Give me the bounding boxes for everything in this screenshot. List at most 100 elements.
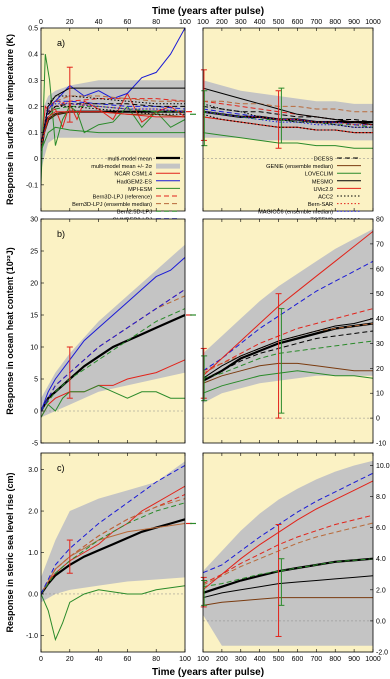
y-axis-title: Response in surface air temperature (K) [5,34,15,205]
series-line [41,87,185,146]
y-tick-label: 20 [376,366,384,373]
panel-3: 0 20 40 60 80 100 -1.0 0.0 1.0 2.0 3.0 100 200 300 400… [5,452,390,663]
y-tick-label: -2.0 [376,650,388,657]
series-line [203,575,373,599]
x-tick-label: 0 [39,19,43,26]
panel-label: c) [57,463,65,473]
legend-label: NCAR CSM1.4 [114,172,152,178]
series-line [41,28,185,146]
y-tick-label: 70 [376,241,384,248]
plot-area [203,460,373,646]
series-line [203,87,373,126]
x-tick-label: 400 [254,656,266,663]
x-tick-label: 100 [197,19,209,26]
series-line [203,132,373,149]
series-line [203,260,373,372]
uncertainty-band [203,228,373,404]
plot-frame [202,218,374,444]
y-tick-label: -10 [376,441,386,448]
series-line [41,103,185,146]
y-tick-label: 60 [376,266,384,273]
series-line [203,113,373,134]
y-tick-label: 0.5 [28,26,38,33]
y-tick-label: 4.0 [376,556,386,563]
series-line [41,384,185,418]
x-tick-label: 800 [329,19,341,26]
x-tick-label: 40 [95,656,103,663]
series-line [41,359,185,418]
x-tick-label: 200 [216,19,228,26]
series-line [41,126,185,152]
series-line [41,585,185,642]
legend-label: multi-model mean [108,157,152,163]
series-line [203,480,373,591]
series-line [203,108,373,126]
series-line [203,514,373,585]
legend-label: Bern3D-LPJ (ensemble median) [72,202,152,208]
y-tick-label: 2.0 [28,509,38,516]
uncertainty-band [203,460,373,646]
x-tick-label: 600 [292,19,304,26]
plot-area [41,28,185,185]
series-line [41,257,185,412]
x-tick-label: 800 [329,656,341,663]
plot-frame [40,218,186,444]
y-tick-label: 5 [34,377,38,384]
x-tick-label: 40 [95,19,103,26]
series-line [203,111,373,128]
legend-label: Bern-SAR [308,202,333,208]
x-tick-label: 100 [179,19,191,26]
y-axis-title: Response in steric sea level rise (cm) [5,472,15,632]
panel-label: b) [57,229,65,239]
y-tick-label: -1.0 [26,633,38,640]
series-line [41,502,185,595]
y-tick-label: 0.0 [28,591,38,598]
series-line [41,105,185,146]
uncertainty-band [203,80,373,141]
series-line [41,111,185,146]
y-tick-label: 3.0 [28,467,38,474]
x-tick-label: 900 [348,656,360,663]
x-tick-label: 300 [235,656,247,663]
y-tick-label: 0 [376,416,380,423]
y-tick-label: -5 [32,441,38,448]
legend-label: DCESS [314,157,334,163]
x-tick-label: 900 [348,19,360,26]
y-tick-label: 0.0 [376,618,386,625]
x-tick-label: 60 [124,19,132,26]
legend-label: multi-model mean +/- 2σ [91,164,152,170]
plot-area [41,461,185,642]
x-tick-label: 20 [66,656,74,663]
panel-label: a) [57,38,65,48]
series-line [203,231,373,377]
series-line [41,95,185,146]
plot-frame [202,452,374,653]
y-tick-label: 1.0 [28,550,38,557]
series-line [41,498,185,595]
x-tick-label: 0 [39,656,43,663]
series-line [203,472,373,574]
y-tick-label: 10.0 [376,463,390,470]
x-tick-label: 600 [292,656,304,663]
y-tick-label: 15 [30,313,38,320]
series-line [41,100,185,146]
y-tick-label: 8.0 [376,494,386,501]
legend-label: Bern3D-LPJ (reference) [93,195,153,201]
plot-area [41,244,185,418]
x-tick-label: 60 [124,656,132,663]
y-tick-label: 2.0 [376,587,386,594]
series-line [203,322,373,382]
legend-swatch [156,163,180,169]
legend-label: MESMO [312,179,334,185]
left-axes: -5 0 5 10 15 20 25 30 [30,217,186,448]
y-tick-label: 40 [376,316,384,323]
plot-frame [40,27,186,212]
x-tick-label: 500 [273,19,285,26]
bottom-x-axis-title: Time (years after pulse) [152,667,264,678]
y-tick-label: 20 [30,281,38,288]
legend-label: HadGEM2-ES [117,179,153,185]
right-axes: 100 200 300 400 500 600 700 800 900 1000 [197,19,381,212]
x-tick-label: 1000 [365,19,381,26]
y-tick-label: 25 [30,249,38,256]
